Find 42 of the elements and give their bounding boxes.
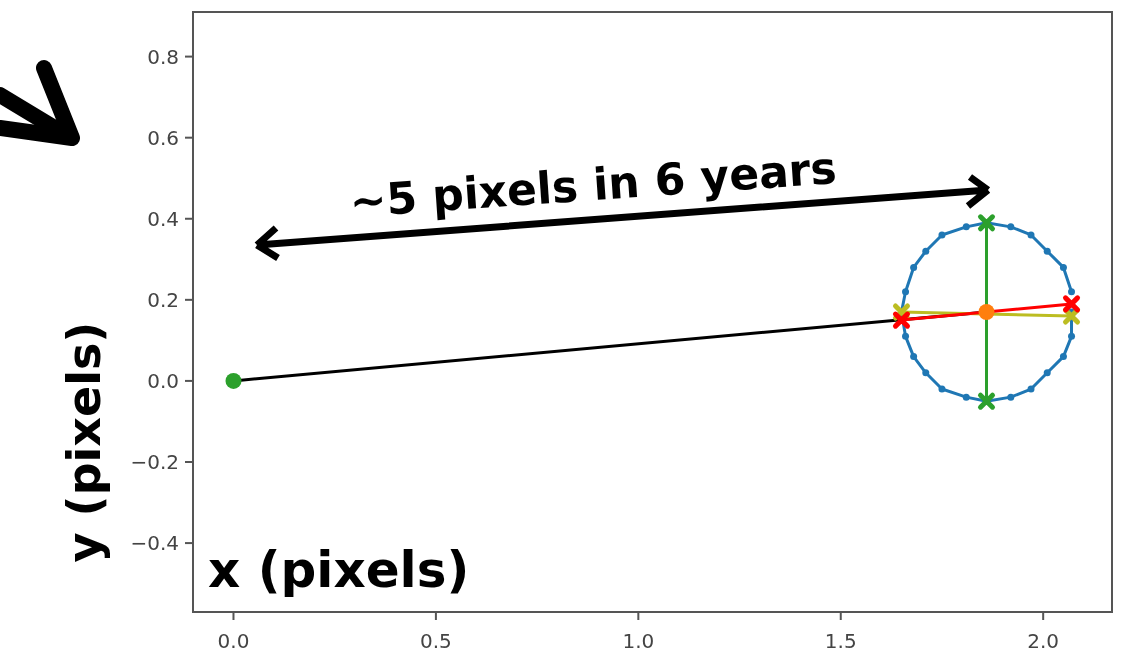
- point: [225, 372, 242, 389]
- point: [892, 311, 910, 329]
- point: [978, 304, 995, 320]
- point: [962, 223, 970, 231]
- y-axis-title: y (pixels): [57, 321, 111, 563]
- point: [1043, 247, 1051, 255]
- y-tick-label: −0.2: [130, 450, 179, 474]
- point: [1059, 263, 1067, 271]
- x-axis-title: x (pixels): [208, 541, 470, 599]
- x-tick-label: 1.0: [622, 629, 655, 653]
- annotation: ~5 pixels in 6 years: [347, 142, 839, 227]
- point: [1027, 231, 1035, 239]
- point: [1043, 369, 1051, 377]
- point: [1007, 223, 1015, 231]
- point: [938, 385, 946, 393]
- y-tick-label: 0.2: [147, 287, 179, 312]
- point: [1059, 353, 1067, 361]
- x-tick-label: 0.5: [420, 629, 452, 653]
- point: [902, 288, 910, 296]
- y-tick-label: −0.4: [130, 531, 179, 556]
- y-tick-label: 0.6: [147, 125, 179, 150]
- y-tick-label: 0.4: [147, 206, 179, 231]
- point: [978, 214, 995, 232]
- point: [922, 247, 930, 255]
- point: [902, 332, 910, 340]
- point: [1068, 288, 1076, 296]
- x-tick-label: 1.5: [824, 629, 857, 653]
- point: [1027, 385, 1035, 393]
- y-tick-label: 0.8: [147, 44, 179, 69]
- point: [978, 392, 995, 410]
- y-tick-label: 0.0: [147, 368, 179, 393]
- point: [1007, 393, 1015, 401]
- x-tick-label: 0.0: [217, 629, 250, 653]
- x-tick-label: 2.0: [1027, 629, 1060, 653]
- point: [1063, 307, 1081, 325]
- point: [1068, 332, 1076, 340]
- point: [962, 393, 970, 401]
- point: [1063, 295, 1081, 313]
- point: [938, 231, 946, 239]
- point: [910, 263, 918, 271]
- point: [910, 353, 918, 361]
- point: [922, 369, 930, 377]
